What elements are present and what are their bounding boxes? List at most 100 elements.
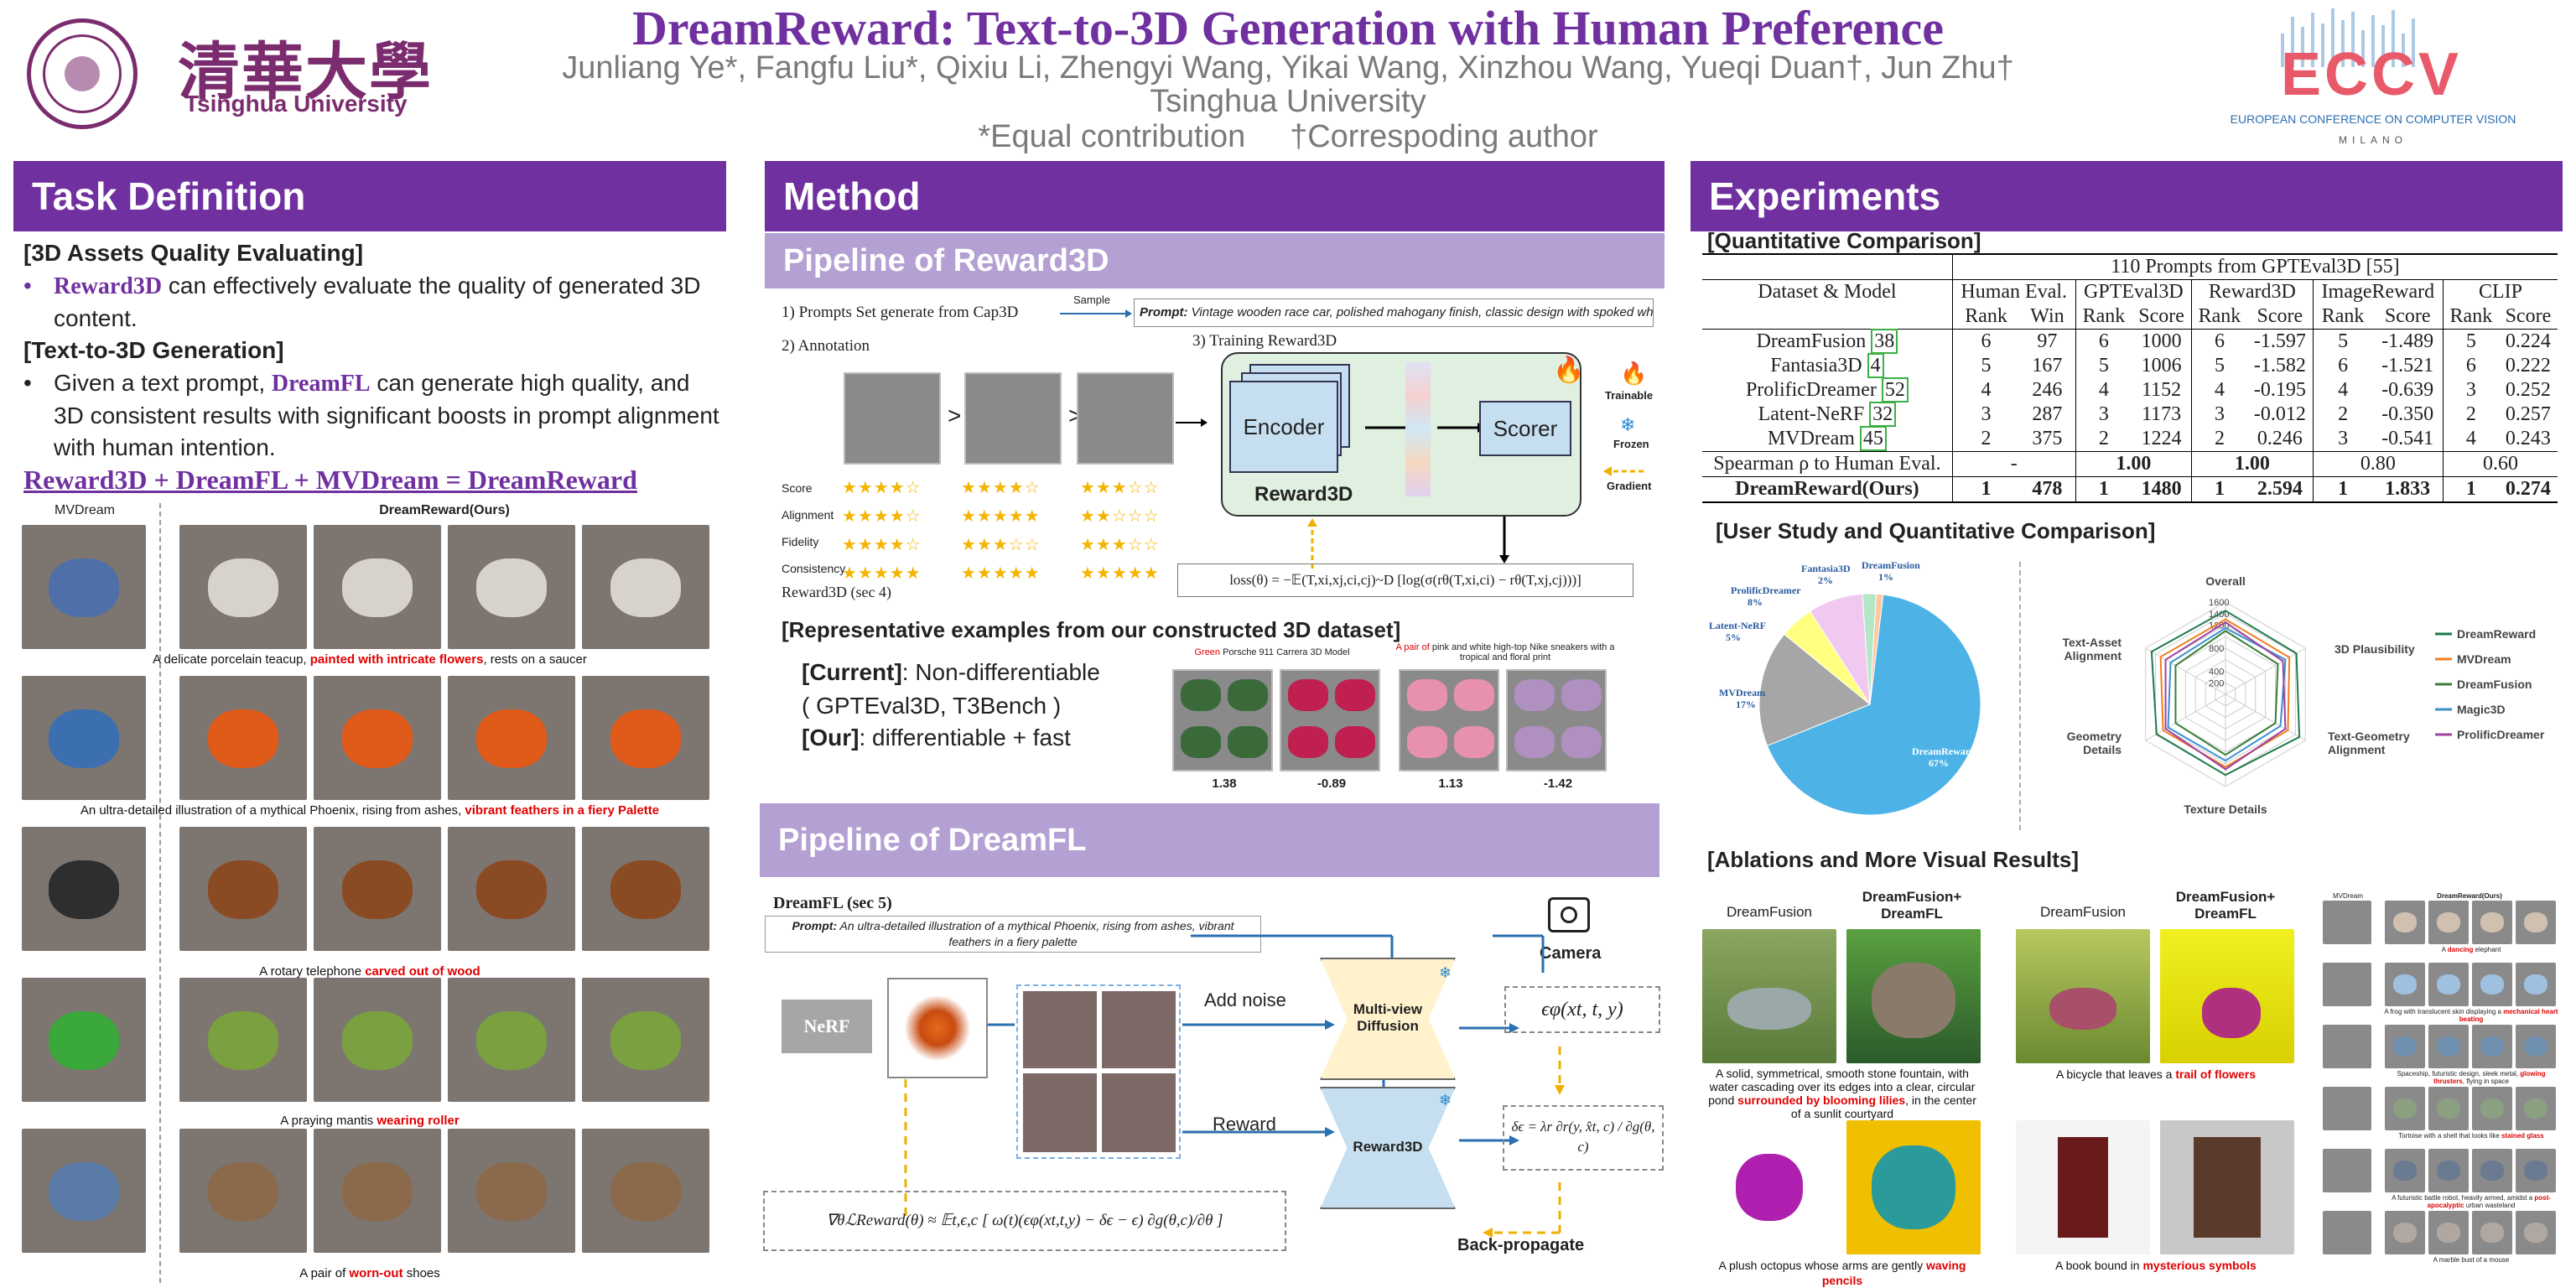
model-name: DreamFusion (1756, 330, 1867, 352)
mini-object (2437, 1161, 2460, 1181)
radar-tick: 800 (2209, 644, 2224, 654)
dreamreward-sample (448, 676, 575, 800)
sample-object (610, 558, 681, 617)
rep-example-image (1506, 669, 1607, 771)
mini-ours-image (2516, 1211, 2556, 1254)
mini-mv-label: MVDream (2332, 892, 2363, 900)
radar-series-magic3d (2167, 626, 2287, 762)
step1-label: 1) Prompts Set generate from Cap3D (782, 304, 1019, 321)
mini-ours-image (2472, 1149, 2512, 1192)
dreamreward-sample (179, 827, 307, 951)
rep-example-object (1561, 726, 1602, 758)
delta-box: δϵ = λr ∂r(y, x̂t, c) / ∂g(θ, c) (1503, 1105, 1664, 1171)
mini-object (2393, 974, 2417, 995)
radar-axis-label: Details (2083, 743, 2122, 756)
table-body: DreamFusion 38 6 97 6 1000 6 -1.597 5 -1.489 5 0.2… (1702, 329, 2558, 501)
mini-ours-image (2428, 1149, 2469, 1192)
dreamreward-sample (582, 525, 709, 649)
rep-examples-title: [Representative examples from our constr… (782, 617, 1401, 642)
rep-example-score: -0.89 (1317, 776, 1347, 791)
sample-object (610, 1011, 681, 1070)
mini-ours-image (2516, 1025, 2556, 1068)
star-rating: ★★★☆☆ (1080, 536, 1160, 554)
table-cell: 4 (1951, 378, 2020, 402)
ours-cell: 1 (2442, 476, 2499, 501)
caption-highlight: painted with intricate flowers (309, 652, 484, 667)
authors: Junliang Ye*, Fangfu Liu*, Qixiu Li, Zhe… (562, 50, 2014, 86)
feature-column (1405, 362, 1431, 496)
to-loss-arrow (1499, 517, 1509, 564)
gradient-label: Gradient (1607, 480, 1652, 492)
trainable-icon: 🔥 (1620, 361, 1648, 386)
radar-series-dreamfusion (2174, 630, 2279, 756)
backprop-label: Back-propagate (1457, 1236, 1585, 1254)
abl-df-label-1: DreamFusion (1726, 904, 1813, 920)
prompt-text: Vintage wooden race car, polished mahoga… (1187, 305, 1654, 319)
mini-object (2393, 1098, 2417, 1119)
spearman-row: Spearman ρ to Human Eval. -1.00 1.00 0.80 0.… (1702, 451, 2558, 477)
reward3d-pipeline-header: Pipeline of Reward3D (765, 233, 1665, 288)
pie-pct-label: 17% (1736, 699, 1756, 710)
pie-label: DreamFusion (1862, 559, 1920, 571)
eccv-logo-sub: EUROPEAN CONFERENCE ON COMPUTER VISION (2230, 112, 2516, 126)
rep-example-object (1454, 679, 1494, 711)
dreamfl-prompt-box: Prompt: An ultra-detailed illustration o… (765, 916, 1261, 953)
sub-col: Rank (2075, 304, 2132, 330)
mini-ours-image (2516, 1087, 2556, 1130)
sample-object (208, 1162, 278, 1221)
table-cell: 246 (2032, 379, 2063, 401)
mini-ours-image (2428, 901, 2469, 944)
ex1-caption-red: Green (1194, 647, 1221, 657)
mini-object (2524, 912, 2547, 932)
table-cell: 6 (2191, 329, 2247, 354)
mini-caption: A marble bust of a mouse (2433, 1256, 2510, 1264)
mini-ours-image (2428, 1087, 2469, 1130)
equation-title: Reward3D + DreamFL + MVDream = DreamRewa… (23, 465, 637, 495)
mini-object (2524, 1036, 2547, 1057)
col-group: Reward3D (2191, 279, 2314, 304)
table-cell: -0.195 (2253, 379, 2306, 401)
pie-pct-label: 2% (1818, 574, 1833, 586)
mini-object (2480, 974, 2504, 995)
mini-ours-label: DreamReward(Ours) (2437, 892, 2502, 900)
spearman-cell: 0.80 (2312, 451, 2444, 477)
gradient-arrow-icon (1603, 466, 1644, 476)
score-label: Score (782, 481, 813, 495)
radar-axis (2225, 693, 2306, 741)
frozen-icon: ❄ (1620, 414, 1636, 435)
rep-example-score: -1.42 (1543, 776, 1573, 791)
model-cell: Latent-NeRF 32 (1702, 402, 1952, 427)
mini-object (2480, 1098, 2504, 1119)
sample-label: Sample (1073, 293, 1111, 306)
pie-pct-label: 1% (1878, 571, 1893, 583)
mini-ours-image (2428, 963, 2469, 1006)
model-cell: MVDream 45 (1702, 426, 1952, 452)
current-line: [Current]: Non-differentiable (802, 659, 1100, 686)
table-cell: 2 (2075, 427, 2132, 452)
eccv-logo-text: ECCV (2281, 41, 2463, 108)
table-row: DreamFusion 38 6 97 6 1000 6 -1.597 5 -1.489 5 0.2… (1702, 329, 2558, 354)
spearman-cell: 1.00 (2191, 451, 2314, 477)
radar-tick: 400 (2209, 667, 2224, 678)
dreamreward-sample (179, 1129, 307, 1253)
abl-fountain-df (1702, 929, 1836, 1063)
mini-ours-image (2385, 1211, 2425, 1254)
mini-mv-image (2323, 963, 2371, 1006)
loss-gradient-arrow (1307, 518, 1317, 569)
caption-text: A rotary telephone (259, 964, 366, 979)
pie-label: MVDream (1719, 687, 1765, 699)
model-ref: 4 (1867, 353, 1884, 378)
model-ref: 38 (1871, 329, 1898, 354)
row-caption: A pair of worn-out shoes (22, 1266, 718, 1281)
abl-book-df (2016, 1120, 2150, 1254)
radar-axis-label: Texture Details (2184, 802, 2267, 816)
rep-example-score: 1.13 (1438, 776, 1463, 791)
multiview-diffusion-label: Multi-view Diffusion (1353, 1001, 1423, 1034)
mini-ours-image (2472, 1087, 2512, 1130)
trainable-label: Trainable (1605, 389, 1654, 402)
ex1-caption: Green Porsche 911 Carrera 3D Model (1167, 647, 1377, 657)
model-ref: 32 (1869, 402, 1897, 427)
caption-highlight: wearing roller (377, 1114, 460, 1128)
caption-text: An ultra-detailed illustration of a myth… (80, 803, 465, 818)
scorer-box: Scorer (1479, 401, 1571, 456)
